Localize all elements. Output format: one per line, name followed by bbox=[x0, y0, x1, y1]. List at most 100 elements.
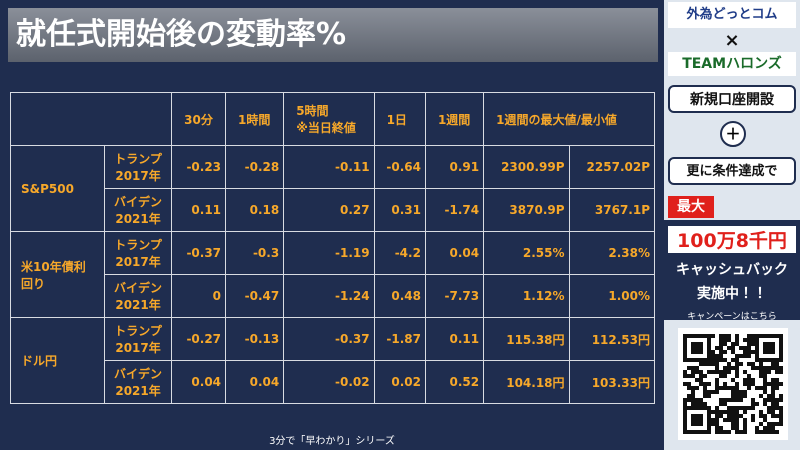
qr-module bbox=[715, 418, 719, 422]
qr-module bbox=[707, 422, 711, 426]
qr-module bbox=[687, 430, 691, 434]
value-cell: -1.74 bbox=[424, 188, 485, 232]
qr-module bbox=[771, 398, 775, 402]
qr-module bbox=[779, 406, 783, 410]
qr-module bbox=[699, 414, 703, 418]
qr-module bbox=[695, 378, 699, 382]
value-cell: 0.04 bbox=[424, 231, 485, 275]
qr-module bbox=[763, 390, 767, 394]
qr-module bbox=[727, 410, 731, 414]
qr-code[interactable] bbox=[678, 328, 788, 440]
qr-module bbox=[699, 358, 703, 362]
qr-module bbox=[775, 414, 779, 418]
open-account[interactable]: 新規口座開設 bbox=[668, 85, 796, 113]
qr-module bbox=[735, 418, 739, 422]
qr-module bbox=[771, 350, 775, 354]
qr-module bbox=[731, 346, 735, 350]
ongoing: 実施中！！ bbox=[697, 286, 767, 302]
qr-module bbox=[743, 382, 747, 386]
qr-module bbox=[739, 390, 743, 394]
sidebar-ad[interactable]: 外為どっとコム × TEAMハロンズ 新規口座開設 ＋ 更に条件達成で 最大 1… bbox=[664, 0, 800, 450]
qr-module bbox=[735, 414, 739, 418]
campaign-link[interactable]: キャンペーンはこちら bbox=[687, 312, 777, 322]
value-cell: -1.19 bbox=[283, 231, 375, 275]
qr-module bbox=[735, 370, 739, 374]
qr-module bbox=[779, 370, 783, 374]
value-cell: 103.33円 bbox=[568, 360, 656, 404]
group-label: S&P500 bbox=[10, 145, 105, 232]
header-cell: 1週間 bbox=[424, 92, 485, 146]
qr-module bbox=[771, 346, 775, 350]
qr-module bbox=[755, 366, 759, 370]
qr-module bbox=[723, 398, 727, 402]
qr-module bbox=[763, 398, 767, 402]
qr-module bbox=[727, 414, 731, 418]
qr-module bbox=[723, 418, 727, 422]
qr-module bbox=[731, 366, 735, 370]
qr-module bbox=[691, 430, 695, 434]
qr-module bbox=[707, 406, 711, 410]
qr-module bbox=[743, 378, 747, 382]
qr-module bbox=[691, 402, 695, 406]
cell-line: 2021年 bbox=[115, 212, 161, 226]
qr-module bbox=[747, 342, 751, 346]
qr-module bbox=[695, 398, 699, 402]
qr-module bbox=[731, 390, 735, 394]
cell-line: 2017年 bbox=[115, 341, 161, 355]
qr-module bbox=[759, 410, 763, 414]
value-cell: 0 bbox=[171, 274, 227, 318]
cashback: キャッシュバック bbox=[676, 262, 788, 278]
qr-module bbox=[751, 414, 755, 418]
qr-module bbox=[699, 346, 703, 350]
qr-module bbox=[707, 342, 711, 346]
cross: × bbox=[724, 30, 740, 51]
qr-module bbox=[691, 422, 695, 426]
qr-module bbox=[695, 370, 699, 374]
qr-module bbox=[763, 350, 767, 354]
value-cell: 0.52 bbox=[424, 360, 485, 404]
qr-module bbox=[715, 422, 719, 426]
qr-module bbox=[747, 386, 751, 390]
qr-module bbox=[707, 362, 711, 366]
cell-line: バイデン bbox=[114, 195, 163, 209]
value-cell: 0.91 bbox=[424, 145, 485, 189]
qr-module bbox=[695, 346, 699, 350]
qr-module bbox=[771, 334, 775, 338]
cell-line: トランプ bbox=[114, 152, 162, 166]
qr-module bbox=[723, 382, 727, 386]
value-cell: -0.11 bbox=[283, 145, 375, 189]
qr-module bbox=[707, 358, 711, 362]
row-label: バイデン 2021年 bbox=[103, 360, 173, 404]
qr-module bbox=[763, 386, 767, 390]
qr-module bbox=[735, 374, 739, 378]
qr-module bbox=[747, 350, 751, 354]
qr-module bbox=[759, 430, 763, 434]
qr-module bbox=[715, 370, 719, 374]
qr-module bbox=[703, 430, 707, 434]
qr-module bbox=[715, 390, 719, 394]
cell-line: 2017年 bbox=[115, 169, 161, 183]
qr-module bbox=[723, 342, 727, 346]
qr-module bbox=[727, 362, 731, 366]
qr-module bbox=[719, 402, 723, 406]
qr-module bbox=[751, 334, 755, 338]
qr-module bbox=[735, 394, 739, 398]
qr-module bbox=[727, 370, 731, 374]
qr-module bbox=[767, 382, 771, 386]
qr-module bbox=[767, 350, 771, 354]
value-cell: -0.13 bbox=[225, 317, 285, 361]
qr-module bbox=[735, 334, 739, 338]
qr-module bbox=[743, 418, 747, 422]
qr-module bbox=[751, 402, 755, 406]
value-cell: 3767.1P bbox=[568, 188, 656, 232]
qr-module bbox=[759, 334, 763, 338]
qr-module bbox=[703, 358, 707, 362]
cell-line: 2021年 bbox=[115, 298, 161, 312]
qr-module bbox=[747, 378, 751, 382]
qr-module bbox=[755, 358, 759, 362]
qr-module bbox=[735, 410, 739, 414]
qr-module bbox=[715, 430, 719, 434]
qr-module bbox=[739, 354, 743, 358]
qr-module bbox=[719, 374, 723, 378]
qr-module bbox=[763, 402, 767, 406]
